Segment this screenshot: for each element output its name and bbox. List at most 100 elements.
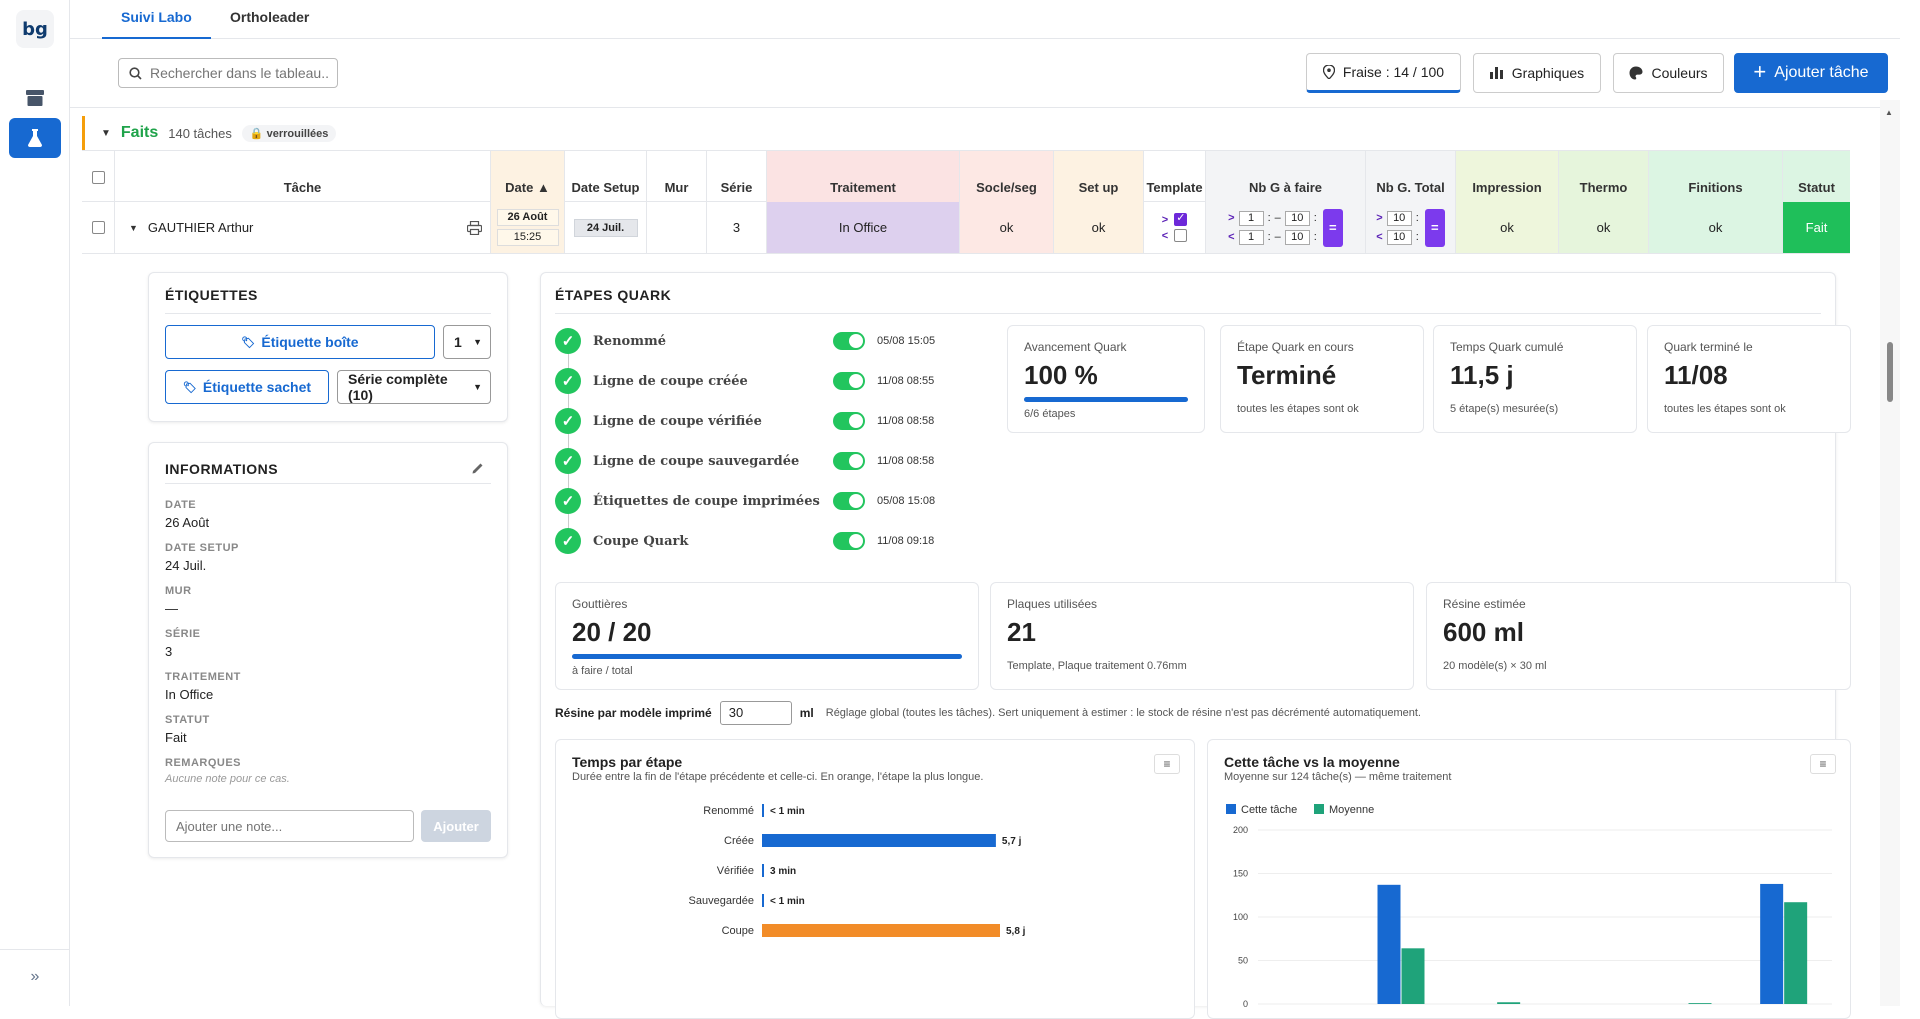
row-socle-cell[interactable]: ok <box>959 202 1053 253</box>
scroll-up-icon[interactable]: ▲ <box>1885 108 1893 117</box>
step-label: Étiquettes de coupe imprimées <box>593 493 820 509</box>
col-traitement[interactable]: Traitement <box>766 151 959 203</box>
total-equal-button[interactable]: = <box>1424 208 1445 247</box>
row-impression-cell[interactable]: ok <box>1455 202 1558 253</box>
col-mur[interactable]: Mur <box>646 151 706 203</box>
col-finitions[interactable]: Finitions <box>1648 151 1782 203</box>
note-input[interactable] <box>165 810 414 842</box>
collapse-caret-icon[interactable]: ▼ <box>101 127 111 139</box>
select-all-cell <box>82 151 114 203</box>
chart-menu-icon[interactable]: ≡ <box>1810 754 1836 774</box>
couleurs-button[interactable]: Couleurs <box>1613 53 1724 93</box>
row-mur-cell[interactable] <box>646 202 706 253</box>
table-row[interactable]: ▼ GAUTHIER Arthur 26 Août 15:25 24 Juil.… <box>82 202 1850 254</box>
tab-ortholeader[interactable]: Ortholeader <box>230 9 310 25</box>
ajouter-tache-button[interactable]: + Ajouter tâche <box>1734 53 1888 93</box>
total-input-1[interactable]: 10 <box>1386 210 1412 226</box>
col-nbg-total[interactable]: Nb G. Total <box>1365 151 1455 203</box>
avancement-progress <box>1024 397 1188 402</box>
boite-qty-select[interactable]: 1 ▼ <box>443 325 491 359</box>
info-value: — <box>165 601 178 616</box>
col-setup[interactable]: Set up <box>1053 151 1143 203</box>
row-nbg-faire-cell[interactable]: >1: –10: <1: –10: = <box>1205 202 1365 253</box>
print-icon[interactable] <box>467 220 482 235</box>
row-date-cell[interactable]: 26 Août 15:25 <box>490 202 564 253</box>
row-date-setup-cell[interactable]: 24 Juil. <box>564 202 646 253</box>
expand-caret-icon[interactable]: ▼ <box>129 222 138 233</box>
step-toggle[interactable] <box>833 452 865 470</box>
col-thermo[interactable]: Thermo <box>1558 151 1648 203</box>
legend-swatch <box>1314 804 1324 814</box>
stat-temps-cumule: Temps Quark cumulé 11,5 j 5 étape(s) mes… <box>1433 325 1637 433</box>
app-logo[interactable]: bg <box>16 10 54 48</box>
fraise-button[interactable]: Fraise : 14 / 100 <box>1306 53 1461 93</box>
col-template[interactable]: Template <box>1143 151 1205 203</box>
info-value: 3 <box>165 644 173 659</box>
step-toggle[interactable] <box>833 412 865 430</box>
check-circle-icon: ✓ <box>555 528 581 554</box>
resine-input[interactable]: 30 <box>719 701 792 725</box>
scrollbar[interactable]: ▲ <box>1880 100 1900 1006</box>
template-lt-checkbox[interactable] <box>1174 229 1188 242</box>
step-toggle[interactable] <box>833 492 865 510</box>
graphiques-label: Graphiques <box>1511 65 1585 81</box>
step-time: 11/08 08:55 <box>877 375 935 387</box>
quark-step: ✓ Ligne de coupe créée 11/08 08:55 <box>555 367 975 395</box>
scrollbar-thumb[interactable] <box>1887 342 1893 402</box>
serie-select[interactable]: Série complète (10) ▼ <box>337 370 491 404</box>
row-serie-cell[interactable]: 3 <box>706 202 766 253</box>
stat-sub: toutes les étapes sont ok <box>1664 403 1786 415</box>
faire-min-input-1[interactable]: 1 <box>1238 210 1264 226</box>
ajouter-note-button[interactable]: Ajouter <box>421 810 491 842</box>
toolbar: Fraise : 14 / 100 Graphiques Couleurs + … <box>70 40 1900 108</box>
y-tick-label: 50 <box>1238 956 1248 966</box>
row-thermo-cell[interactable]: ok <box>1558 202 1648 253</box>
bar <box>1760 883 1784 1004</box>
template-gt-checkbox[interactable] <box>1174 211 1188 226</box>
col-date[interactable]: Date ▲ <box>490 151 564 203</box>
etiquette-sachet-button[interactable]: 🏷 Étiquette sachet <box>165 370 329 404</box>
col-socle[interactable]: Socle/seg <box>959 151 1053 203</box>
row-nbg-total-cell[interactable]: >10: <10: = <box>1365 202 1455 253</box>
faire-max-input-2[interactable]: 10 <box>1284 229 1310 245</box>
step-toggle[interactable] <box>833 372 865 390</box>
divider <box>165 483 491 484</box>
sidebar-collapse-toggle[interactable]: » <box>0 949 70 986</box>
faire-max-input-1[interactable]: 10 <box>1284 210 1310 226</box>
step-toggle[interactable] <box>833 332 865 350</box>
edit-pencil-icon[interactable] <box>471 461 485 475</box>
group-header-faits[interactable]: ▼ Faits 140 tâches 🔒 verrouillées <box>82 116 1850 150</box>
legend-label: Moyenne <box>1329 804 1374 816</box>
col-nbg-faire[interactable]: Nb G à faire <box>1205 151 1365 203</box>
lab-flask-icon[interactable] <box>9 118 61 158</box>
row-setup-cell[interactable]: ok <box>1053 202 1143 253</box>
row-statut-cell[interactable]: Fait <box>1782 202 1850 253</box>
col-date-setup[interactable]: Date Setup <box>564 151 646 203</box>
info-label: SÉRIE <box>165 628 201 640</box>
resine-unit: ml <box>799 706 814 720</box>
col-statut[interactable]: Statut <box>1782 151 1850 203</box>
row-finitions-cell[interactable]: ok <box>1648 202 1782 253</box>
col-tache[interactable]: Tâche <box>114 151 490 203</box>
graphiques-button[interactable]: Graphiques <box>1473 53 1601 93</box>
search-input[interactable] <box>150 65 330 81</box>
col-serie[interactable]: Série <box>706 151 766 203</box>
row-checkbox[interactable] <box>91 221 105 234</box>
serie-option-value: Série complète (10) <box>348 371 448 403</box>
select-all-checkbox[interactable] <box>91 170 105 184</box>
row-traitement-cell[interactable]: In Office <box>766 202 959 253</box>
archive-icon[interactable] <box>9 78 61 118</box>
tab-suivi-labo[interactable]: Suivi Labo <box>102 0 211 39</box>
faire-equal-button[interactable]: = <box>1322 208 1343 247</box>
faire-min-input-2[interactable]: 1 <box>1238 229 1264 245</box>
info-field: MUR — <box>165 585 290 628</box>
step-toggle[interactable] <box>833 532 865 550</box>
total-input-2[interactable]: 10 <box>1386 229 1412 245</box>
chart-menu-icon[interactable]: ≡ <box>1154 754 1180 774</box>
col-impression[interactable]: Impression <box>1455 151 1558 203</box>
chart-title: Cette tâche vs la moyenne <box>1224 754 1400 770</box>
step-time: 11/08 08:58 <box>877 415 935 427</box>
row-template-cell[interactable]: > < <box>1143 202 1205 253</box>
etiquette-boite-button[interactable]: 🏷 Étiquette boîte <box>165 325 435 359</box>
row-tache-cell[interactable]: ▼ GAUTHIER Arthur <box>114 202 490 253</box>
